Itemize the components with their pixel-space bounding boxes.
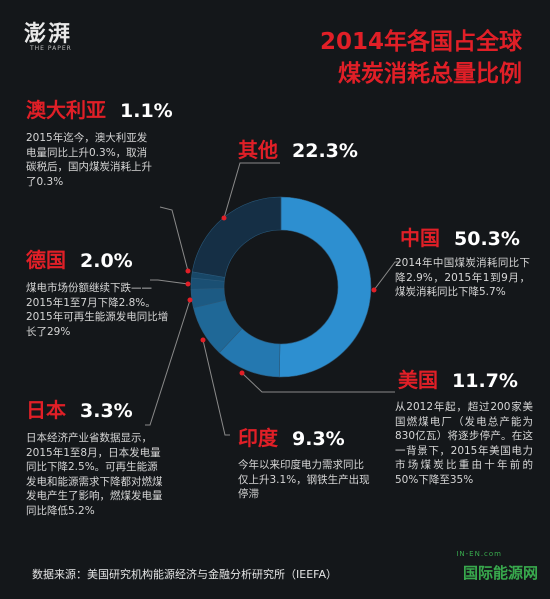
- label-germany-name: 德国: [26, 248, 66, 272]
- leader-dot-india: [200, 337, 206, 343]
- label-japan-name: 日本: [26, 398, 66, 422]
- label-other: 其他 22.3%: [238, 137, 358, 165]
- note-australia: 2015年迄今，澳大利亚发电量同比上升0.3%，取消碳税后，国内煤炭消耗上升了0…: [26, 132, 152, 188]
- leader-line-china: [373, 261, 400, 291]
- chart-title-line1: 2014年各国占全球: [319, 29, 522, 55]
- label-australia-pct: 1.1%: [120, 100, 173, 122]
- note-india: 今年以来印度电力需求同比仅上升3.1%，钢铁生产出现停滞: [238, 459, 370, 500]
- label-japan-pct: 3.3%: [80, 400, 133, 422]
- watermark-logo: 国际能源网: [462, 564, 538, 582]
- label-china: 中国 50.3%: [400, 225, 520, 253]
- leader-dot-australia: [185, 268, 191, 274]
- label-usa-pct: 11.7%: [452, 370, 518, 392]
- label-india: 印度 9.3%: [238, 425, 345, 453]
- leader-lines: [145, 162, 400, 436]
- donut-slice-0: [278, 196, 372, 378]
- note-germany: 煤电市场份额继续下跌——2015年1至7月下降2.8%。2015年可再生能源发电…: [26, 282, 169, 338]
- label-other-pct: 22.3%: [292, 140, 358, 162]
- leader-line-usa: [241, 372, 395, 393]
- donut-slices: [190, 196, 372, 378]
- chart-title-line2: 煤炭消耗总量比例: [338, 61, 522, 87]
- brand-logo-sub: THE PAPER: [30, 45, 72, 52]
- leader-dots: [185, 215, 377, 376]
- label-china-name: 中国: [400, 226, 440, 250]
- leader-dot-usa: [239, 370, 245, 376]
- label-germany: 德国 2.0%: [26, 247, 133, 275]
- note-china: 2014年中国煤炭消耗同比下降2.9%，2015年1到9月，煤炭消耗同比下降5.…: [395, 257, 530, 298]
- leader-dot-japan: [187, 297, 193, 303]
- label-japan: 日本 3.3%: [26, 397, 133, 425]
- donut-slice-6: [191, 196, 282, 278]
- leader-dot-china: [371, 287, 377, 293]
- note-japan: 日本经济产业省数据显示，2015年1至8月，日本发电量同比下降2.5%。可再生能…: [26, 432, 163, 517]
- label-india-name: 印度: [238, 426, 278, 450]
- watermark-domain: IN-EN.com: [456, 550, 502, 558]
- note-usa: 从2012年起，超过200家美国燃煤电厂（发电总产能为830亿瓦）将逐步停产。在…: [395, 401, 533, 486]
- label-other-name: 其他: [238, 138, 278, 162]
- leader-dot-other: [221, 215, 227, 221]
- leader-line-australia: [159, 206, 189, 272]
- brand-logo: 澎湃: [24, 21, 73, 47]
- label-australia: 澳大利亚 1.1%: [26, 97, 173, 125]
- label-usa-name: 美国: [398, 368, 438, 392]
- label-germany-pct: 2.0%: [80, 250, 133, 272]
- label-india-pct: 9.3%: [292, 428, 345, 450]
- leader-line-other: [223, 162, 280, 219]
- leader-line-japan: [145, 299, 191, 426]
- leader-line-india: [202, 339, 230, 436]
- label-china-pct: 50.3%: [454, 228, 520, 250]
- data-source: 数据来源：美国研究机构能源经济与金融分析研究所（IEEFA）: [32, 568, 337, 581]
- label-australia-name: 澳大利亚: [26, 98, 106, 122]
- label-usa: 美国 11.7%: [398, 367, 518, 395]
- leader-line-germany: [150, 279, 189, 285]
- leader-dot-germany: [185, 281, 191, 287]
